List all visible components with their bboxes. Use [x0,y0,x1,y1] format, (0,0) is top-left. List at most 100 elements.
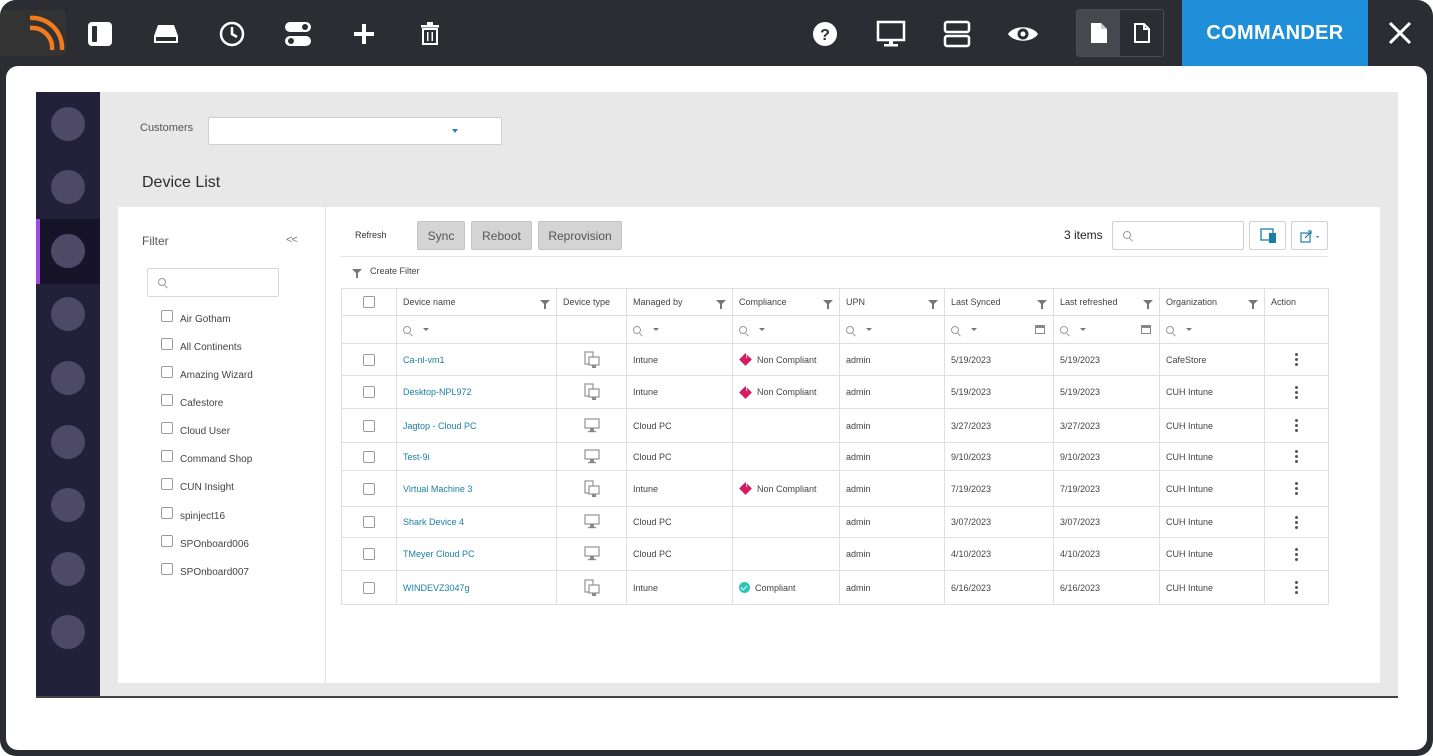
filter-item-checkbox[interactable] [161,310,173,322]
rail-item-3[interactable] [51,234,85,268]
create-filter-link[interactable]: Create Filter [352,266,420,278]
column-filter-icon[interactable] [1143,299,1153,309]
refresh-button[interactable]: Refresh [355,230,387,240]
col-device-name[interactable]: Device name [396,288,557,316]
col-last-refreshed[interactable]: Last refreshed [1053,288,1160,316]
filter-item[interactable]: CUN Insight [161,476,234,493]
rail-item-1[interactable] [51,107,85,141]
rail-item-9[interactable] [51,615,85,649]
table-row[interactable]: Jagtop - Cloud PC Cloud PC admin 3/27/2023 3… [341,408,1329,443]
filter-item[interactable]: SPOnboard006 [161,533,249,550]
server-stack-icon[interactable] [935,12,979,56]
chevron-down-icon[interactable] [759,328,765,331]
filter-cell[interactable] [396,315,557,344]
chevron-down-icon[interactable] [971,328,977,331]
more-vertical-icon[interactable] [1271,547,1322,561]
rail-item-4[interactable] [51,297,85,331]
filter-cell[interactable] [626,315,733,344]
column-filter-icon[interactable] [540,299,550,309]
monitor-icon[interactable] [869,12,913,56]
col-device-type[interactable]: Device type [556,288,627,316]
select-all-checkbox[interactable] [363,296,375,308]
device-name-link[interactable]: WINDEVZ3047g [403,582,470,593]
sync-button[interactable]: Sync [417,221,465,250]
more-vertical-icon[interactable] [1271,385,1322,399]
filter-item-checkbox[interactable] [161,507,173,519]
col-compliance[interactable]: Compliance [732,288,840,316]
eye-icon[interactable] [1001,12,1045,56]
filter-item[interactable]: Cloud User [161,420,230,437]
filter-cell[interactable] [944,315,1054,344]
filter-item[interactable]: Amazing Wizard [161,364,253,381]
col-upn[interactable]: UPN [839,288,945,316]
device-name-link[interactable]: Ca-nl-vm1 [403,354,445,365]
more-vertical-icon[interactable] [1271,581,1322,594]
sidebar-panel-icon[interactable] [78,12,122,56]
row-checkbox[interactable] [363,353,375,366]
filter-item[interactable]: All Continents [161,336,242,353]
filter-item-checkbox[interactable] [161,394,173,406]
collapse-filter-button[interactable]: << [286,234,298,246]
rail-item-5[interactable] [51,361,85,395]
close-icon[interactable] [1378,11,1422,55]
filter-item-checkbox[interactable] [161,450,173,462]
column-filter-icon[interactable] [1037,299,1047,309]
filter-item[interactable]: Air Gotham [161,308,231,325]
chevron-down-icon[interactable] [1186,328,1192,331]
table-row[interactable]: Shark Device 4 Cloud PC admin 3/07/2023 3/07… [341,506,1329,538]
rail-item-8[interactable] [51,552,85,586]
chevron-down-icon[interactable] [423,328,429,331]
more-vertical-icon[interactable] [1271,450,1322,463]
calendar-icon[interactable] [1141,325,1151,334]
device-name-link[interactable]: TMeyer Cloud PC [403,549,475,559]
table-row[interactable]: WINDEVZ3047g Intune Compliant admin 6/16/202… [341,570,1329,605]
chevron-down-icon[interactable] [866,328,872,331]
filter-search-input[interactable] [147,268,279,297]
plus-icon[interactable] [342,12,386,56]
document-filled-icon[interactable] [1077,10,1120,56]
more-vertical-icon[interactable] [1271,515,1322,529]
drive-icon[interactable] [144,12,188,56]
customers-dropdown[interactable] [208,117,502,145]
table-row[interactable]: Virtual Machine 3 Intune Non Compliant admi… [341,470,1329,507]
toggle-switches-icon[interactable] [276,12,320,56]
column-filter-icon[interactable] [823,299,833,309]
reprovision-button[interactable]: Reprovision [538,221,622,250]
more-vertical-icon[interactable] [1271,419,1322,432]
filter-item-checkbox[interactable] [161,422,173,434]
device-name-link[interactable]: Test-9i [403,451,430,462]
row-checkbox[interactable] [363,516,375,528]
grid-search-input[interactable] [1112,221,1244,250]
row-checkbox[interactable] [363,450,375,463]
column-chooser-button[interactable] [1249,221,1286,250]
document-outline-icon[interactable] [1120,10,1163,56]
device-name-link[interactable]: Virtual Machine 3 [403,483,473,494]
rss-logo-icon[interactable] [0,10,66,56]
filter-cell[interactable] [732,315,840,344]
column-filter-icon[interactable] [928,299,938,309]
column-filter-icon[interactable] [1248,299,1258,309]
filter-cell[interactable] [839,315,945,344]
reboot-button[interactable]: Reboot [471,221,532,250]
filter-item[interactable]: spinject16 [161,505,225,522]
rail-item-7[interactable] [51,488,85,522]
history-clock-icon[interactable] [210,12,254,56]
row-checkbox[interactable] [363,386,375,398]
row-checkbox[interactable] [363,581,375,594]
table-row[interactable]: Test-9i Cloud PC admin 9/10/2023 9/10/2023 CU… [341,442,1329,471]
row-checkbox[interactable] [363,482,375,495]
help-icon[interactable]: ? [803,12,847,56]
device-name-link[interactable]: Jagtop - Cloud PC [403,420,477,431]
rail-item-2[interactable] [51,170,85,204]
filter-item[interactable]: SPOnboard007 [161,561,249,578]
col-managed-by[interactable]: Managed by [626,288,733,316]
table-row[interactable]: Ca-nl-vm1IntuneNon Compliantadmin5/19/20… [341,343,1329,376]
column-filter-icon[interactable] [716,299,726,309]
filter-item-checkbox[interactable] [161,563,173,575]
rail-item-6[interactable] [51,425,85,459]
export-button[interactable] [1291,221,1328,250]
trash-icon[interactable] [408,12,452,56]
table-row[interactable]: Desktop-NPL972IntuneNon Compliantadmin5/… [341,375,1329,409]
filter-item[interactable]: Cafestore [161,392,223,409]
filter-item-checkbox[interactable] [161,366,173,378]
